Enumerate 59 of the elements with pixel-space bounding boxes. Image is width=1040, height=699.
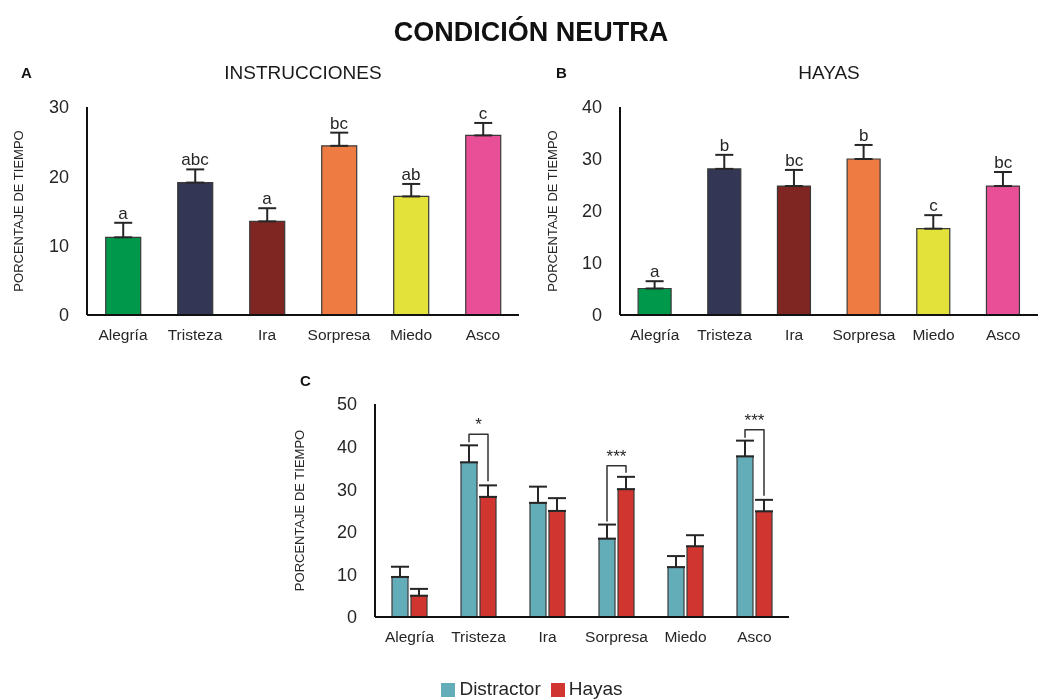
y-tick-label: 10 bbox=[48, 236, 69, 257]
x-tick-label: Sorpresa bbox=[832, 326, 896, 344]
x-tick-label: Alegría bbox=[630, 326, 680, 344]
text: B bbox=[556, 64, 567, 81]
annotation: *** bbox=[744, 410, 765, 430]
y-axis-title: PORCENTAJE DE TIEMPO bbox=[10, 130, 26, 292]
x-tick-label: Alegría bbox=[98, 326, 148, 344]
x-tick-label: Tristeza bbox=[697, 326, 753, 344]
x-tick-label: Miedo bbox=[912, 326, 955, 344]
annotation: a bbox=[650, 262, 661, 282]
annotation: b bbox=[719, 135, 730, 155]
y-axis-title: PORCENTAJE DE TIEMPO bbox=[291, 429, 307, 592]
y-tick-label: 0 bbox=[346, 607, 357, 628]
x-tick-label: Ira bbox=[785, 326, 804, 344]
annotation: c bbox=[929, 196, 939, 216]
annotation: *** bbox=[606, 446, 627, 466]
x-tick-label: Ira bbox=[257, 326, 277, 344]
x-tick-label: Alegría bbox=[384, 628, 435, 646]
legend-label: Hayas bbox=[568, 678, 623, 699]
x-tick-label: Tristeza bbox=[451, 628, 507, 646]
annotation: bc bbox=[994, 153, 1013, 172]
y-tick-label: 20 bbox=[48, 166, 69, 187]
annotation: * bbox=[475, 415, 483, 435]
y-tick-label: 40 bbox=[336, 436, 357, 457]
y-tick-label: 50 bbox=[336, 394, 357, 415]
y-tick-label: 20 bbox=[581, 201, 602, 222]
text: CONDICIÓN NEUTRA bbox=[393, 17, 669, 47]
y-tick-label: 30 bbox=[336, 479, 357, 500]
y-tick-label: 30 bbox=[581, 149, 602, 170]
y-tick-label: 40 bbox=[581, 97, 602, 118]
y-axis-title: PORCENTAJE DE TIEMPO bbox=[544, 130, 560, 292]
annotation: b bbox=[859, 125, 869, 145]
y-tick-label: 20 bbox=[336, 522, 357, 543]
annotation: bc bbox=[330, 113, 349, 133]
annotation: abc bbox=[181, 150, 210, 170]
x-tick-label: Sorpresa bbox=[307, 326, 371, 344]
annotation: a bbox=[118, 203, 129, 223]
x-tick-label: Sorpresa bbox=[585, 628, 649, 646]
x-tick-label: Miedo bbox=[664, 628, 707, 646]
legend-label: Distractor bbox=[459, 678, 541, 699]
x-tick-label: Ira bbox=[538, 628, 557, 646]
annotation: c bbox=[478, 103, 488, 123]
x-tick-label: Tristeza bbox=[167, 326, 223, 344]
x-tick-label: Miedo bbox=[389, 326, 433, 344]
y-tick-label: 0 bbox=[58, 305, 69, 326]
text: A bbox=[21, 64, 32, 81]
x-tick-label: Asco bbox=[737, 628, 772, 646]
y-tick-label: 0 bbox=[591, 305, 602, 326]
text: C bbox=[300, 372, 311, 389]
annotation: bc bbox=[785, 150, 804, 170]
y-tick-label: 30 bbox=[48, 97, 69, 118]
chart-title: INSTRUCCIONES bbox=[224, 62, 382, 83]
y-tick-label: 10 bbox=[581, 253, 602, 274]
y-tick-label: 10 bbox=[336, 564, 357, 585]
x-tick-label: Asco bbox=[985, 326, 1021, 344]
annotation: ab bbox=[401, 164, 421, 184]
x-tick-label: Asco bbox=[465, 326, 501, 344]
chart-title: HAYAS bbox=[798, 62, 860, 83]
annotation: a bbox=[262, 189, 273, 209]
